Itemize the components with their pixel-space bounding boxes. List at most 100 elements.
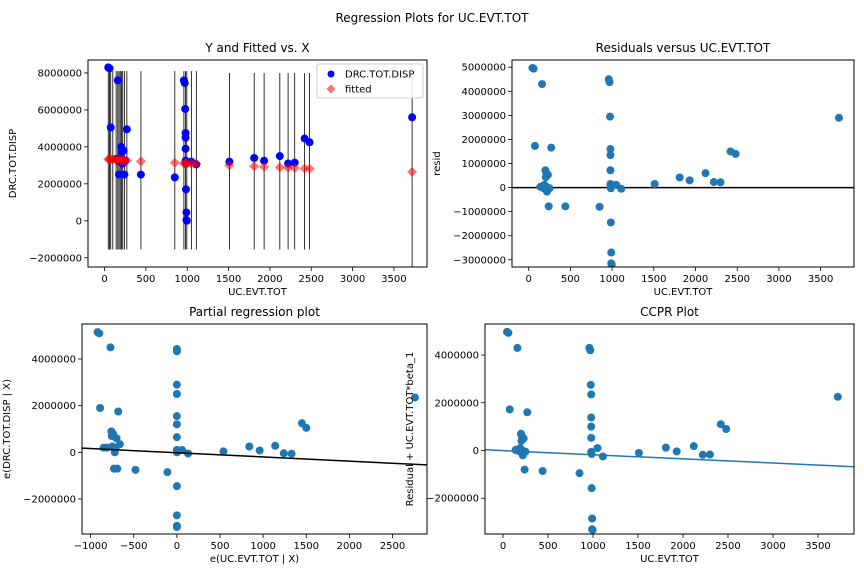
x-tick-label: 2000 — [670, 541, 695, 552]
observed-point — [106, 123, 115, 132]
data-point — [689, 442, 698, 451]
x-axis-label: UC.EVT.TOT — [228, 287, 288, 298]
data-point — [520, 465, 529, 474]
x-axis-label: UC.EVT.TOT — [654, 287, 714, 298]
fitted-point — [259, 161, 270, 172]
data-point — [112, 434, 121, 443]
y-tick-label: −3000000 — [453, 255, 506, 266]
data-point — [650, 179, 659, 188]
data-point — [219, 447, 228, 456]
y-tick-label: 3000000 — [461, 111, 506, 122]
data-point — [606, 166, 615, 175]
x-tick-label: 1000 — [174, 274, 199, 285]
y-tick-label: 4000000 — [434, 351, 479, 362]
data-point — [672, 447, 681, 456]
data-layer — [103, 63, 418, 267]
fit-line — [485, 449, 854, 468]
y-tick-label: 4000000 — [461, 87, 506, 98]
data-point — [561, 202, 570, 211]
data-point — [716, 178, 725, 187]
data-point — [410, 393, 419, 402]
fitted-point — [121, 155, 132, 166]
legend-label-observed: DRC.TOT.DISP — [345, 70, 414, 81]
y-tick-label: 4000000 — [37, 142, 82, 153]
data-point — [96, 404, 105, 412]
data-point — [607, 260, 616, 267]
data-point — [586, 380, 595, 389]
observed-point — [181, 133, 190, 142]
y-tick-label: 2000000 — [37, 179, 82, 190]
fitted-point — [169, 157, 180, 168]
x-tick-label: 2000 — [683, 274, 708, 285]
data-point — [586, 346, 595, 355]
data-point — [538, 80, 547, 89]
data-point — [172, 523, 181, 531]
y-tick-label: 2000000 — [31, 401, 76, 412]
observed-point — [136, 170, 145, 179]
data-point — [172, 511, 181, 520]
data-point — [709, 178, 718, 187]
data-point — [529, 64, 538, 73]
data-point — [302, 423, 311, 432]
data-point — [131, 465, 140, 474]
y-tick-label: −2000000 — [23, 495, 76, 506]
data-point — [544, 202, 553, 211]
observed-point — [305, 138, 314, 147]
y-tick-label: 8000000 — [37, 68, 82, 79]
data-point — [617, 184, 626, 193]
fit-line — [82, 447, 427, 466]
fitted-point — [191, 158, 202, 169]
legend-marker-observed — [327, 70, 335, 78]
observed-point — [180, 79, 189, 88]
x-tick-label: 2500 — [715, 541, 740, 552]
data-point — [722, 425, 731, 433]
observed-point — [120, 170, 129, 179]
observed-point — [182, 208, 191, 217]
plot-area: −1000 −500 0 500 1000 1500 2000 2500 −2000000 0 20… — [23, 323, 428, 552]
observed-point — [250, 153, 259, 162]
data-point — [595, 202, 604, 211]
panel-title: Partial regression plot — [189, 305, 320, 319]
y-tick-label: −2000000 — [29, 253, 82, 264]
x-tick-label: 1000 — [599, 274, 624, 285]
data-point — [587, 484, 596, 493]
data-point — [172, 433, 181, 442]
data-point — [698, 450, 707, 459]
data-point — [255, 446, 264, 455]
observed-point — [122, 125, 131, 134]
x-tick-label: 3500 — [805, 541, 830, 552]
data-point — [661, 443, 670, 452]
y-tick-label: 2000000 — [461, 135, 506, 146]
panel-partial-regression: Partial regression plot e(UC.EVT.TOT | X… — [2, 305, 428, 565]
data-point — [543, 170, 552, 179]
x-tick-label: 2000 — [337, 541, 362, 552]
y-tick-label: 2000000 — [434, 398, 479, 409]
x-tick-label: 1000 — [250, 541, 275, 552]
y-tick-label: 0 — [70, 448, 76, 459]
data-point — [505, 405, 514, 414]
x-tick-label: 0 — [174, 541, 180, 552]
y-tick-label: −2000000 — [426, 494, 479, 505]
data-point — [519, 434, 528, 443]
data-point — [172, 482, 181, 491]
x-tick-label: 500 — [136, 274, 155, 285]
x-tick-label: 500 — [538, 541, 557, 552]
x-tick-label: 0 — [500, 541, 506, 552]
y-tick-label: 4000000 — [31, 355, 76, 366]
legend-marker-fitted — [326, 84, 336, 94]
data-point — [606, 151, 615, 160]
data-point — [538, 467, 547, 475]
data-layer — [485, 327, 854, 534]
x-tick-label: 0 — [525, 274, 531, 285]
data-point — [701, 169, 710, 178]
x-tick-label: 3000 — [760, 541, 785, 552]
data-point — [588, 514, 597, 523]
data-point — [95, 329, 104, 338]
data-point — [598, 452, 607, 461]
data-point — [833, 392, 842, 401]
x-tick-label: 2500 — [380, 541, 405, 552]
fitted-point — [304, 163, 315, 174]
x-tick-label: 3000 — [766, 274, 791, 285]
fitted-point — [407, 166, 418, 177]
